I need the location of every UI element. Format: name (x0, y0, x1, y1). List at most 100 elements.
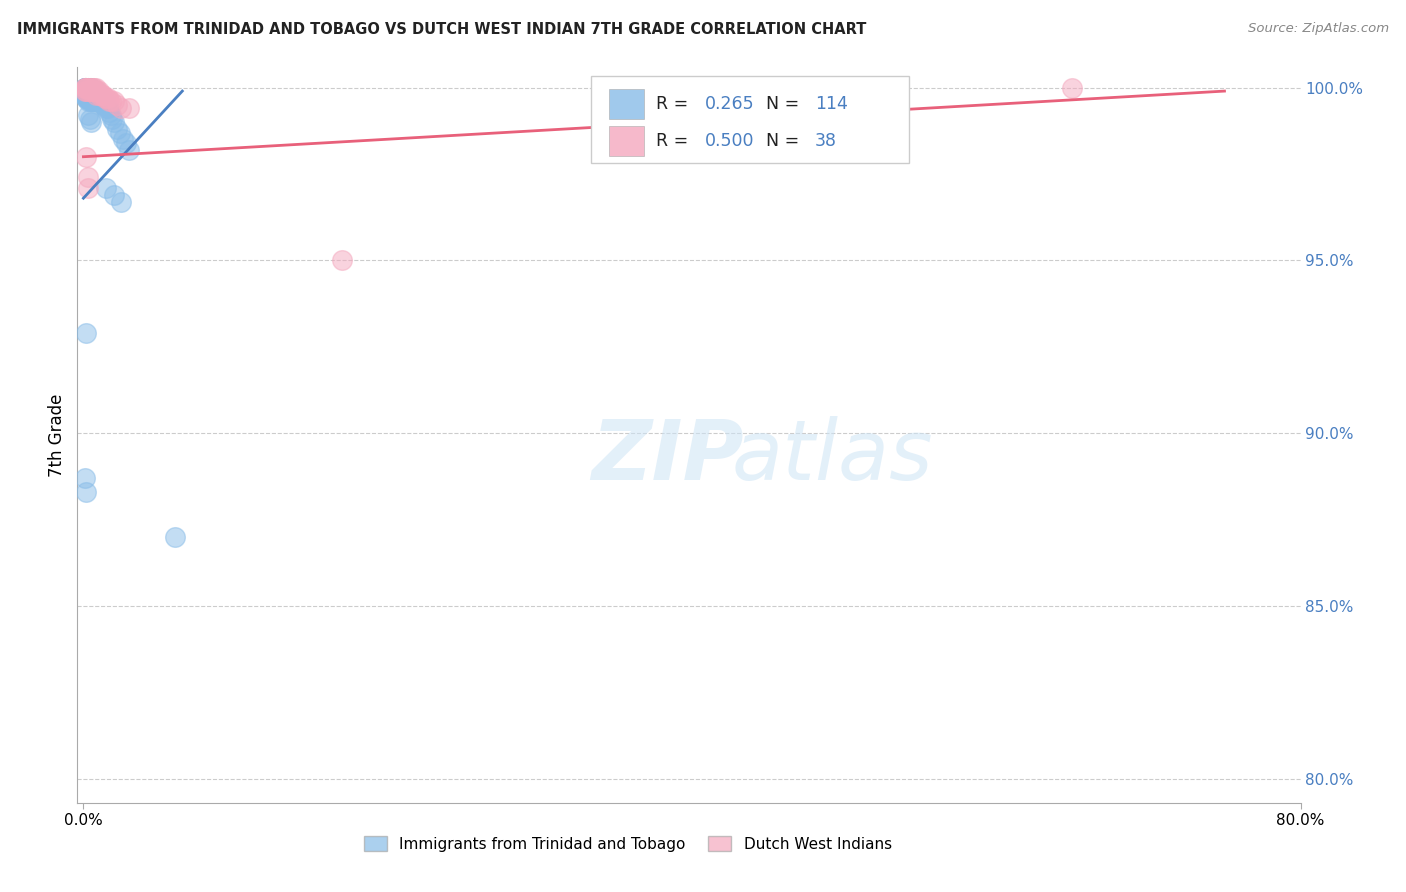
Point (90, 95, 112, 109)
Point (73, 84, 96, 98)
Point (93, 98, 115, 112)
Point (84, 84, 107, 98)
Point (75, 484, 97, 499)
Point (91, 98, 114, 112)
Point (91, 95, 114, 109)
Point (75, 150, 97, 164)
Point (84, 91, 107, 105)
Point (80, 84, 103, 98)
Point (75, 80, 97, 95)
Point (79, 87, 101, 102)
Point (77, 108, 100, 122)
Point (77, 84, 100, 98)
Text: 0.265: 0.265 (704, 95, 755, 113)
Point (75, 80, 97, 95)
Point (79, 80, 101, 95)
Point (91, 87, 114, 102)
Point (110, 101, 132, 115)
FancyBboxPatch shape (609, 89, 644, 119)
Point (89, 87, 111, 102)
Point (73, 84, 96, 98)
Point (83, 84, 105, 98)
Point (77, 170, 100, 185)
Point (75, 80, 97, 95)
Point (103, 187, 125, 202)
Point (80, 84, 103, 98)
Point (73, 84, 96, 98)
Point (90, 91, 112, 105)
Text: 114: 114 (815, 95, 848, 113)
Point (83, 87, 105, 102)
Point (75, 87, 97, 102)
Point (80, 80, 103, 95)
Point (79, 80, 101, 95)
Point (96, 101, 118, 115)
Point (77, 84, 100, 98)
Point (89, 95, 111, 109)
Point (98, 104, 121, 119)
Text: Source: ZipAtlas.com: Source: ZipAtlas.com (1249, 22, 1389, 36)
Point (79, 112, 101, 126)
Point (75, 326, 97, 340)
Point (75, 84, 97, 98)
Point (82, 84, 104, 98)
Point (79, 84, 101, 98)
Point (73, 84, 96, 98)
Point (93, 95, 115, 109)
Point (75, 80, 97, 95)
Point (163, 530, 186, 544)
Point (73, 80, 96, 95)
Point (103, 95, 125, 109)
Text: N =: N = (766, 132, 804, 150)
Point (86, 87, 108, 102)
Point (115, 136, 138, 150)
Point (77, 80, 100, 95)
Point (77, 80, 100, 95)
Point (75, 84, 97, 98)
Point (86, 84, 108, 98)
Point (100, 108, 122, 122)
Point (79, 84, 101, 98)
Point (83, 84, 105, 98)
Point (77, 87, 100, 102)
Point (73, 80, 96, 95)
Point (82, 84, 104, 98)
Point (80, 84, 103, 98)
Point (86, 95, 108, 109)
Y-axis label: 7th Grade: 7th Grade (48, 393, 66, 476)
Point (82, 91, 104, 105)
Point (96, 91, 118, 105)
Point (83, 95, 105, 109)
Point (105, 122, 128, 136)
Point (97, 101, 120, 115)
Point (111, 132, 134, 146)
Point (77, 181, 100, 195)
Point (83, 91, 105, 105)
Point (330, 253, 353, 268)
Point (87, 87, 110, 102)
Point (84, 80, 107, 95)
Point (82, 87, 104, 102)
Point (79, 91, 101, 105)
Point (75, 80, 97, 95)
Point (89, 91, 111, 105)
Point (73, 87, 96, 102)
Point (82, 80, 104, 95)
Point (118, 101, 141, 115)
Point (73, 80, 96, 95)
Point (73, 80, 96, 95)
Point (82, 95, 104, 109)
Point (103, 115, 125, 129)
Point (87, 84, 110, 98)
Point (96, 98, 118, 112)
Text: 0.500: 0.500 (704, 132, 755, 150)
Point (87, 91, 110, 105)
Point (83, 80, 105, 95)
Point (90, 87, 112, 102)
Point (97, 91, 120, 105)
Point (96, 181, 118, 195)
Point (73, 471, 96, 485)
Point (86, 91, 108, 105)
Point (77, 87, 100, 102)
Text: R =: R = (657, 132, 693, 150)
